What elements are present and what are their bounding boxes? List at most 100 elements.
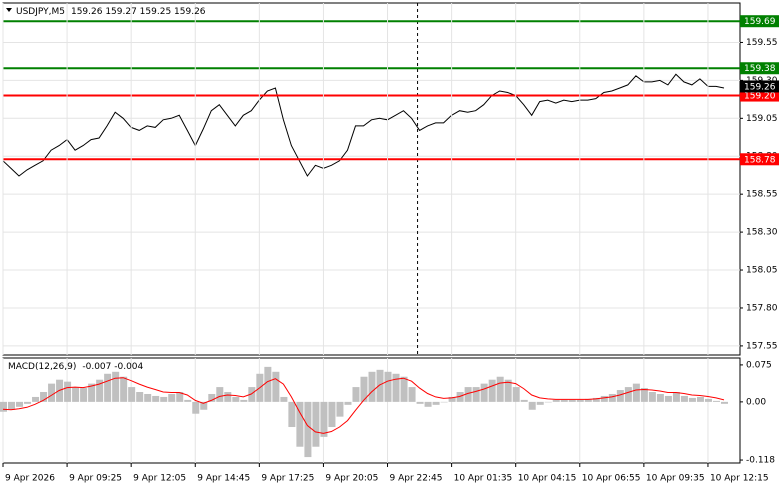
histogram-bar — [360, 376, 368, 402]
price-panel-frame — [2, 2, 741, 356]
histogram-bar — [648, 392, 656, 402]
panel-title-name: MACD(12,26,9) — [8, 362, 76, 372]
y-tick-label: 157.55 — [746, 341, 778, 351]
histogram-bar — [96, 379, 104, 402]
histogram-bar — [400, 376, 408, 402]
histogram-bar — [712, 400, 720, 402]
histogram-bar — [248, 387, 256, 402]
histogram-bar — [184, 399, 192, 402]
histogram-bar — [32, 396, 40, 402]
histogram-bar — [688, 397, 696, 402]
x-tick-label: 9 Apr 17:25 — [261, 474, 314, 484]
histogram-bar — [264, 366, 272, 402]
x-tick-label: 10 Apr 06:55 — [582, 474, 641, 484]
histogram-bar — [104, 373, 112, 402]
signal-line — [2, 377, 725, 434]
histogram-bar — [448, 396, 456, 402]
histogram-bar — [120, 376, 128, 402]
histogram-bar — [24, 401, 32, 404]
histogram-bar — [568, 399, 576, 402]
histogram-bar — [720, 401, 728, 404]
level-label: 158.78 — [744, 155, 776, 165]
histogram-bar — [80, 388, 88, 402]
symbol-menu-arrow — [6, 8, 12, 12]
histogram-bar — [584, 398, 592, 402]
x-tick-label: 10 Apr 12:15 — [710, 474, 769, 484]
y-tick-label: -0.118 — [746, 456, 775, 466]
histogram-bar — [664, 395, 672, 402]
level-label-box — [740, 89, 779, 102]
histogram-bar — [376, 369, 384, 402]
y-tick-label: 0.075 — [746, 360, 772, 370]
histogram-bar — [640, 388, 648, 402]
histogram-bar — [672, 392, 680, 402]
histogram-bar — [216, 387, 224, 402]
histogram-bar — [336, 401, 344, 417]
histogram-bar — [424, 401, 432, 407]
histogram-bar — [480, 383, 488, 402]
x-tick-label: 10 Apr 04:15 — [518, 474, 577, 484]
histogram-bar — [288, 401, 296, 428]
histogram-bar — [472, 387, 480, 402]
histogram-bar — [696, 396, 704, 402]
histogram-bar — [352, 387, 360, 402]
histogram-bar — [272, 371, 280, 402]
histogram-bar — [144, 393, 152, 402]
histogram-bar — [464, 387, 472, 402]
x-tick-label: 9 Apr 09:25 — [69, 474, 122, 484]
histogram-bar — [632, 383, 640, 402]
y-tick-label: 158.55 — [746, 190, 778, 200]
histogram-bar — [128, 387, 136, 402]
histogram-bar — [496, 376, 504, 402]
x-tick-label: 9 Apr 14:45 — [197, 474, 250, 484]
histogram-bar — [16, 401, 24, 407]
histogram-bar — [680, 395, 688, 402]
current-price-label: 159.26 — [744, 82, 776, 92]
histogram-bar — [40, 392, 48, 402]
histogram-bar — [520, 399, 528, 402]
x-tick-label: 10 Apr 09:35 — [646, 474, 705, 484]
histogram-bar — [552, 399, 560, 402]
histogram-bar — [408, 387, 416, 402]
panel-title: MACD(12,26,9) -0.007 -0.004 — [8, 362, 144, 372]
x-tick-label: 9 Apr 12:05 — [133, 474, 186, 484]
y-tick-label: 158.05 — [746, 266, 778, 276]
histogram-bar — [704, 398, 712, 402]
current-price-box — [740, 80, 779, 93]
histogram-bar — [328, 401, 336, 428]
histogram-bar — [624, 387, 632, 402]
level-label: 159.20 — [744, 92, 776, 102]
level-label-box — [740, 153, 779, 166]
histogram-bar — [160, 396, 168, 402]
panel-title-values: -0.007 -0.004 — [82, 362, 143, 372]
histogram-bar — [8, 401, 16, 410]
panel-title-name: USDJPY,M5 — [16, 7, 65, 17]
histogram-bar — [416, 401, 424, 404]
histogram-bar — [88, 383, 96, 402]
histogram-bar — [528, 401, 536, 410]
y-tick-label: 159.55 — [746, 38, 778, 48]
histogram-bar — [112, 371, 120, 402]
histogram-bar — [576, 399, 584, 402]
histogram-bar — [176, 392, 184, 402]
price-line — [2, 73, 725, 177]
histogram-bar — [296, 401, 304, 447]
panel-title-values: 159.26 159.27 159.25 159.26 — [71, 7, 206, 17]
histogram-bar — [512, 387, 520, 402]
histogram-bar — [456, 392, 464, 402]
histogram-bar — [600, 395, 608, 402]
y-tick-label: 158.30 — [746, 228, 778, 238]
histogram-bar — [544, 401, 552, 403]
histogram-bar — [208, 393, 216, 402]
histogram-bar — [168, 393, 176, 402]
histogram-bar — [440, 401, 448, 403]
histogram-bar — [592, 397, 600, 402]
level-label: 159.38 — [744, 64, 776, 74]
level-label: 159.69 — [744, 17, 776, 27]
histogram-bar — [320, 401, 328, 437]
x-tick-label: 9 Apr 20:05 — [325, 474, 378, 484]
histogram-bar — [200, 401, 208, 410]
histogram-bar — [192, 401, 200, 414]
y-tick-label: 157.80 — [746, 303, 778, 313]
